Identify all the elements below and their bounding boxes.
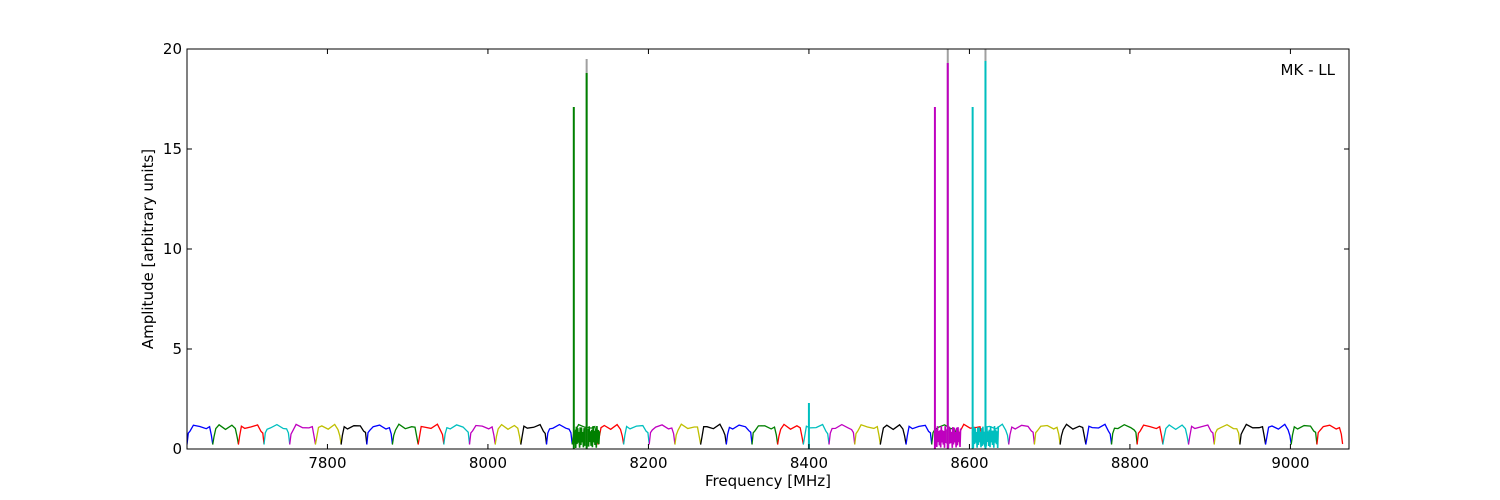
x-axis-label: Frequency [MHz] [705,472,831,490]
x-axis-ticks: 7800 8000 8200 8400 8600 8800 9000 [308,49,1310,472]
channel-curve [931,424,959,445]
channel-curve [1264,423,1292,445]
channel-curve [468,424,496,445]
channel-curve [494,423,522,445]
channel-curve [314,423,342,445]
channel-curve [1085,423,1113,445]
x-tick-label: 9000 [1271,454,1309,472]
channel-curve [1162,424,1190,445]
x-tick-label: 8000 [469,454,507,472]
channel-curve [751,425,779,445]
plot-area [187,49,1349,449]
channel-curve [854,424,881,445]
spike-layer [572,49,987,449]
channel-curve [1136,424,1164,445]
channel-curve [212,423,240,445]
y-tick-label: 10 [163,240,182,258]
channel-curve [1033,424,1061,445]
x-tick-label: 8200 [629,454,667,472]
channel-curve [776,423,804,445]
channel-curve [725,424,753,445]
channel-curve [1213,423,1241,445]
channel-curve [391,423,419,445]
channel-curve [648,424,676,445]
x-tick-label: 8800 [1111,454,1149,472]
series-layer [187,423,1344,449]
channel-curve [1187,424,1215,445]
y-tick-label: 20 [163,40,182,58]
channel-curve [187,424,214,445]
y-axis-label: Amplitude [arbitrary units] [139,149,157,349]
channel-curve [340,425,368,445]
chart-annotation: MK - LL [1281,61,1336,79]
channel-curve [699,423,727,445]
channel-curve [828,423,856,445]
channel-curve [443,424,471,445]
channel-curve [263,423,291,445]
channel-curve [1316,424,1344,445]
channel-curve [802,423,830,445]
y-axis-ticks: 0 5 10 15 20 [163,40,1349,458]
channel-curve [366,424,394,445]
channel-curve [1110,423,1138,445]
channel-curve [289,423,317,445]
channel-curve [674,423,702,445]
channel-curve [905,424,933,445]
channel-curve [545,423,573,445]
channel-curve [237,424,265,445]
x-tick-label: 8600 [950,454,988,472]
channel-curve [1008,424,1036,445]
channel-curve [417,423,445,445]
x-tick-label: 8400 [790,454,828,472]
y-tick-label: 15 [163,140,182,158]
channel-curve [520,423,548,445]
channel-curve [1290,424,1318,445]
x-tick-label: 7800 [308,454,346,472]
channel-curve [1059,423,1087,445]
y-tick-label: 0 [172,440,182,458]
channel-curve [1239,423,1267,445]
channel-curve [622,424,650,445]
y-tick-label: 5 [172,340,182,358]
channel-curve [879,423,907,445]
